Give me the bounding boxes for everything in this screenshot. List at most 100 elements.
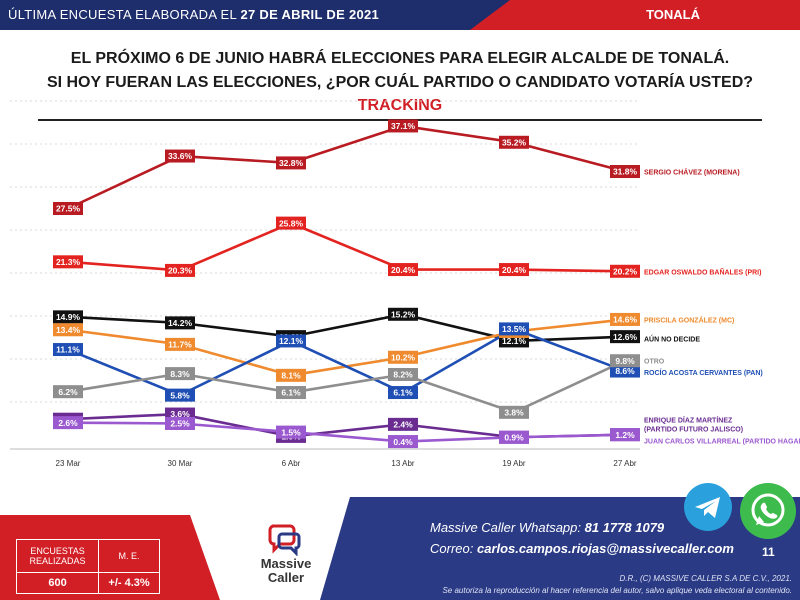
data-label-box bbox=[388, 307, 418, 321]
data-label: 8.1% bbox=[281, 371, 301, 381]
data-label: 6.2% bbox=[58, 387, 78, 397]
data-label-box bbox=[388, 350, 418, 364]
data-label-box bbox=[388, 417, 418, 431]
data-label: 20.4% bbox=[502, 265, 527, 275]
reproduction-notice: Se autoriza la reproducción al hacer ref… bbox=[442, 586, 792, 595]
x-tick-label: 6 Abr bbox=[282, 459, 301, 468]
data-label: 20.3% bbox=[168, 266, 193, 276]
data-label: 9.8% bbox=[615, 356, 635, 366]
legend-label: EDGAR OSWALDO BAÑALES (PRI) bbox=[644, 267, 761, 276]
data-label: 8.3% bbox=[170, 369, 190, 379]
telegram-icon[interactable] bbox=[684, 483, 732, 531]
data-label-box bbox=[610, 312, 640, 326]
data-label: 21.3% bbox=[56, 257, 81, 267]
data-label: 14.9% bbox=[56, 312, 81, 322]
data-label: 35.2% bbox=[502, 137, 527, 147]
data-label-box bbox=[610, 364, 640, 378]
data-label-box bbox=[610, 264, 640, 278]
data-label: 11.1% bbox=[56, 345, 80, 355]
data-label-box bbox=[388, 263, 418, 277]
data-label: 3.6% bbox=[170, 409, 190, 419]
data-label-box bbox=[388, 386, 418, 400]
series-line bbox=[67, 327, 626, 397]
data-label-box bbox=[165, 337, 195, 351]
data-label: 13.4% bbox=[56, 325, 81, 335]
data-label: 12.1% bbox=[502, 336, 527, 346]
data-label: 2.4% bbox=[393, 420, 413, 430]
data-label-box bbox=[499, 322, 529, 336]
data-label: 3.8% bbox=[504, 408, 524, 418]
x-tick-label: 23 Mar bbox=[56, 459, 81, 468]
whatsapp-contact: Massive Caller Whatsapp: 81 1778 1079 bbox=[430, 520, 665, 535]
survey-date-prefix: ÚLTIMA ENCUESTA ELABORADA EL bbox=[8, 7, 237, 22]
data-label: 20.2% bbox=[613, 266, 638, 276]
data-label-box bbox=[165, 316, 195, 330]
data-label: 2.5% bbox=[170, 419, 190, 429]
email-contact: Correo: carlos.campos.riojas@massivecall… bbox=[430, 541, 734, 556]
data-label: 27.5% bbox=[56, 204, 81, 214]
copyright-line: D.R., (C) MASSIVE CALLER S.A DE C.V., 20… bbox=[619, 574, 793, 583]
data-label-box bbox=[499, 405, 529, 419]
data-label: 1.5% bbox=[281, 427, 301, 437]
brand-name-line2: Caller bbox=[267, 570, 305, 585]
legend-label: ROCÍO ACOSTA CERVANTES (PAN) bbox=[644, 368, 763, 377]
data-label-box bbox=[53, 343, 83, 357]
data-label-box bbox=[276, 156, 306, 170]
data-label-box bbox=[499, 135, 529, 149]
whatsapp-phone-icon bbox=[751, 493, 785, 527]
data-label-box bbox=[276, 334, 306, 348]
x-tick-label: 13 Abr bbox=[391, 459, 414, 468]
data-label-box bbox=[276, 386, 306, 400]
top-bar: ÚLTIMA ENCUESTA ELABORADA EL 27 DE ABRIL… bbox=[0, 0, 800, 30]
series-line bbox=[67, 124, 626, 210]
legend-label: ENRIQUE DÍAZ MARTÍNEZ bbox=[644, 415, 733, 424]
data-label-box bbox=[165, 367, 195, 381]
data-label: 25.8% bbox=[279, 218, 304, 228]
stats-header-margin: M. E. bbox=[98, 538, 160, 574]
series-line bbox=[67, 421, 626, 443]
data-label: 8.6% bbox=[615, 366, 635, 376]
massive-caller-logo: Massive Caller bbox=[246, 522, 326, 594]
data-label: 32.8% bbox=[279, 158, 304, 168]
data-label-box bbox=[610, 354, 640, 368]
x-tick-label: 19 Abr bbox=[502, 459, 525, 468]
survey-date-text: ÚLTIMA ENCUESTA ELABORADA EL 27 DE ABRIL… bbox=[8, 7, 379, 22]
data-label: 0.9% bbox=[504, 432, 524, 442]
data-label-box bbox=[499, 430, 529, 444]
data-label: 0.4% bbox=[393, 437, 413, 447]
data-label: 37.1% bbox=[391, 121, 416, 131]
brand-name-line1: Massive bbox=[260, 556, 312, 571]
data-label: 1.2% bbox=[615, 430, 635, 440]
data-label: 5.8% bbox=[170, 390, 190, 400]
data-label-box bbox=[388, 435, 418, 449]
data-label: 14.6% bbox=[613, 315, 638, 325]
series-line bbox=[67, 221, 626, 273]
data-label-box bbox=[499, 263, 529, 277]
data-label-box bbox=[388, 119, 418, 133]
page-number: 11 bbox=[762, 545, 775, 559]
data-label: 13.5% bbox=[502, 324, 527, 334]
data-label: 12.1% bbox=[279, 336, 304, 346]
data-label: 8.2% bbox=[393, 370, 413, 380]
whatsapp-icon[interactable] bbox=[740, 483, 796, 539]
data-label: 12.6% bbox=[613, 332, 638, 342]
data-label: 6.1% bbox=[281, 388, 301, 398]
data-label: 2.6% bbox=[58, 418, 78, 428]
data-label-box bbox=[276, 216, 306, 230]
telegram-plane-icon bbox=[695, 497, 720, 518]
location-label: TONALÁ bbox=[646, 7, 700, 22]
data-label-box bbox=[53, 323, 83, 337]
chart-title-line1: EL PRÓXIMO 6 DE JUNIO HABRÁ ELECCIONES P… bbox=[70, 50, 730, 67]
data-label: 14.2% bbox=[168, 318, 193, 328]
data-label-box bbox=[53, 385, 83, 399]
stats-header-surveys: ENCUESTAS REALIZADAS bbox=[15, 538, 100, 574]
data-label: 6.1% bbox=[393, 388, 413, 398]
whatsapp-number: 81 1778 1079 bbox=[584, 520, 665, 535]
data-label: 31.8% bbox=[613, 167, 638, 177]
legend-label: AÚN NO DECIDE bbox=[644, 335, 700, 344]
series-line bbox=[67, 359, 626, 414]
data-label: 33.6% bbox=[168, 151, 193, 161]
data-label-box bbox=[388, 367, 418, 381]
data-label: 20.4% bbox=[391, 265, 416, 275]
